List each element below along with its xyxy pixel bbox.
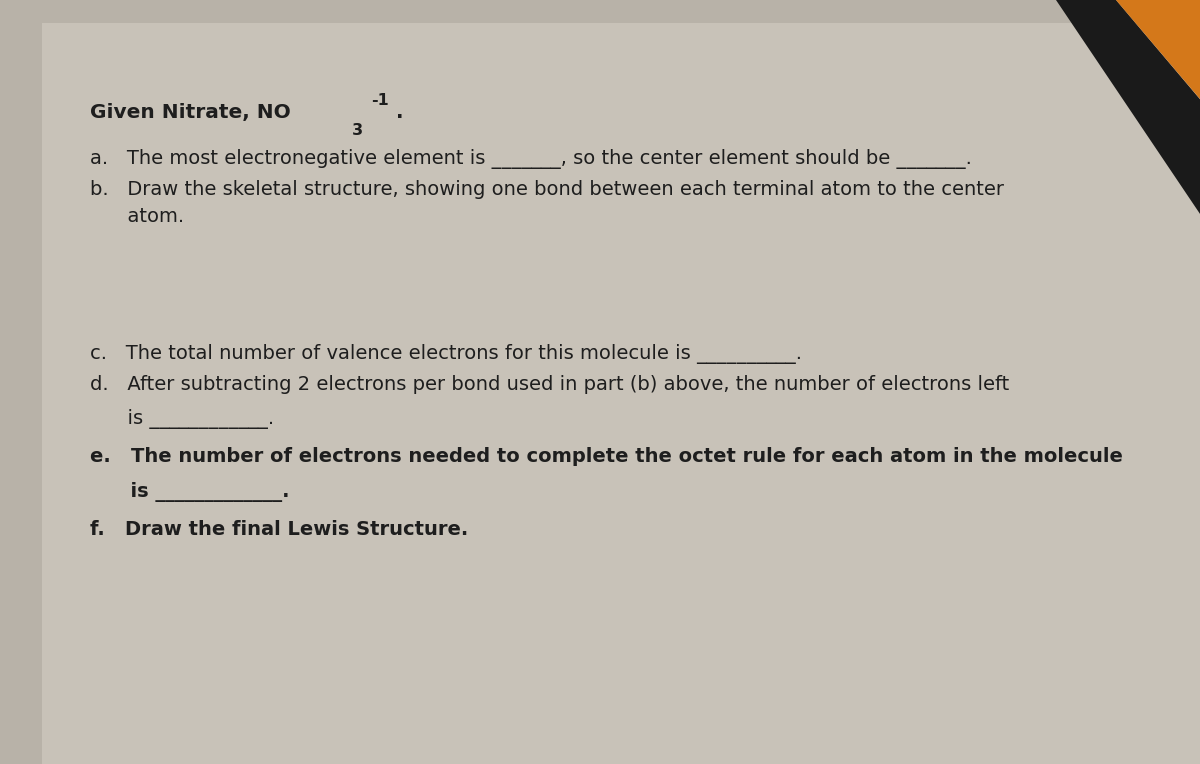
Text: .: .: [396, 103, 403, 122]
Text: c.   The total number of valence electrons for this molecule is __________.: c. The total number of valence electrons…: [90, 344, 815, 364]
Bar: [0, 0, 1200, 23]
Text: 3: 3: [352, 123, 362, 138]
Polygon shape: [1116, 0, 1200, 99]
Text: is _____________.: is _____________.: [90, 481, 289, 502]
Text: b.   Draw the skeletal structure, showing one bond between each terminal atom to: b. Draw the skeletal structure, showing …: [90, 180, 1004, 199]
Text: a.   The most electronegative element is _______, so the center element should b: a. The most electronegative element is _…: [90, 149, 972, 170]
Polygon shape: [1056, 0, 1200, 214]
Text: Given Nitrate, NO: Given Nitrate, NO: [90, 103, 290, 122]
Text: is ____________.: is ____________.: [90, 409, 274, 429]
Text: atom.: atom.: [90, 206, 184, 225]
Text: f.   Draw the final Lewis Structure.: f. Draw the final Lewis Structure.: [90, 520, 468, 539]
Text: -1: -1: [371, 92, 389, 108]
Text: d.   After subtracting 2 electrons per bond used in part (b) above, the number o: d. After subtracting 2 electrons per bon…: [90, 374, 1009, 393]
Bar: [0, 0, 42, 764]
Text: e.   The number of electrons needed to complete the octet rule for each atom in : e. The number of electrons needed to com…: [90, 447, 1123, 466]
